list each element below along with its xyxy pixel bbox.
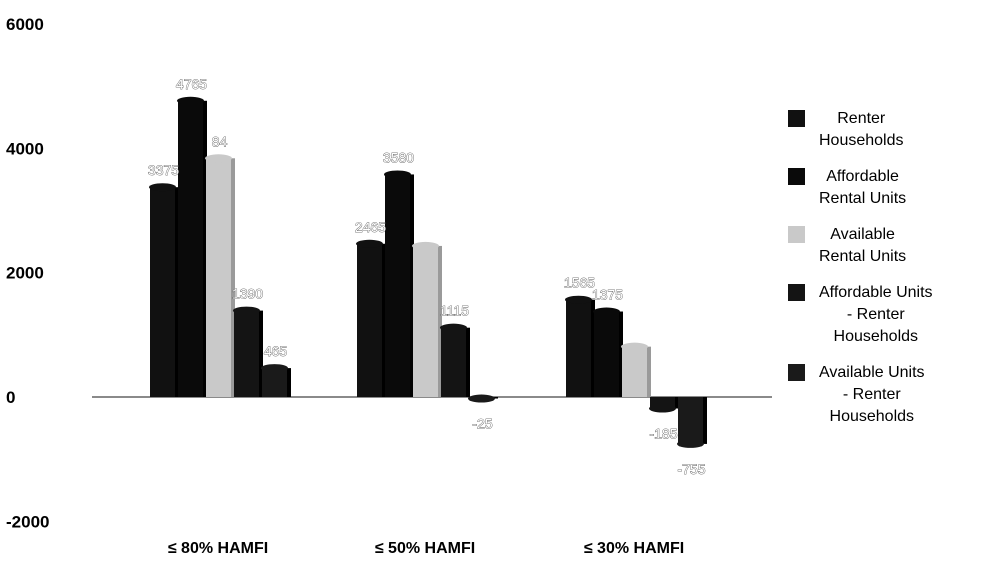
y-tick-label: 4000: [6, 139, 44, 158]
legend-label: Renter Households: [819, 110, 904, 149]
data-label: -25: [472, 416, 492, 432]
bar: [594, 311, 619, 397]
legend: Renter Households Affordable Rental Units…: [788, 108, 978, 442]
bar: [150, 187, 175, 397]
data-label: 1115: [440, 303, 469, 319]
data-label: 2465: [355, 219, 386, 235]
bar: [234, 310, 259, 397]
legend-item: Available Units - Renter Households: [788, 362, 978, 428]
x-axis: ≤ 80% HAMFI ≤ 50% HAMFI ≤ 30% HAMFI: [168, 540, 684, 557]
data-label: 3580: [383, 149, 414, 165]
bar-cap: [621, 342, 648, 351]
bar-side: [380, 243, 386, 397]
y-tick-label: 0: [6, 388, 15, 407]
data-label: 4765: [176, 76, 207, 92]
bar: [178, 100, 203, 398]
bar: [678, 397, 703, 444]
bar-side: [436, 245, 442, 397]
bar-side: [173, 187, 179, 397]
x-tick-label: ≤ 50% HAMFI: [375, 540, 475, 557]
bar-side: [464, 327, 470, 397]
bar: [650, 397, 675, 409]
bar-cap: [356, 239, 383, 248]
bar: [206, 158, 231, 397]
bar-side: [492, 397, 498, 399]
legend-label: Available Rental Units: [819, 226, 907, 265]
y-axis: 6000 4000 2000 0 -2000: [6, 15, 49, 531]
bar-side: [201, 100, 207, 398]
bar-cap: [261, 364, 288, 373]
legend-label: Affordable Rental Units: [819, 168, 907, 207]
legend-item: Affordable Rental Units: [788, 166, 978, 210]
bar-cap: [565, 295, 592, 304]
bar-cap: [177, 96, 204, 105]
legend-swatch: [788, 226, 805, 243]
bar-cap: [677, 439, 704, 448]
bar-side: [673, 397, 679, 409]
y-tick-label: -2000: [6, 512, 49, 531]
data-label: 84: [212, 133, 228, 149]
data-label: 1375: [592, 287, 623, 303]
bar: [385, 174, 410, 397]
bar-cap: [205, 154, 232, 163]
bar: [413, 245, 438, 397]
legend-item: Renter Households: [788, 108, 978, 152]
legend-item: Affordable Units - Renter Households: [788, 282, 978, 348]
bar-cap: [649, 404, 676, 413]
y-tick-label: 2000: [6, 264, 44, 283]
bar-side: [589, 299, 595, 397]
data-labels: 3375 4765 84 1390 465 2465 3580 1115 -25 15651375…: [148, 75, 707, 477]
legend-swatch: [788, 110, 805, 127]
data-label: -185: [649, 426, 677, 442]
bar: [262, 368, 287, 397]
legend-swatch: [788, 364, 805, 381]
data-label: 1390: [232, 286, 263, 302]
bar-cap: [468, 394, 495, 403]
legend-label: Available Units - Renter Households: [819, 364, 925, 425]
bar-cap: [384, 170, 411, 179]
bar-side: [285, 368, 291, 397]
bar-cap: [593, 307, 620, 316]
bar-side: [408, 174, 414, 397]
bar: [357, 243, 382, 397]
legend-swatch: [788, 284, 805, 301]
bar-cap: [412, 241, 439, 250]
bar-side: [257, 310, 263, 397]
bar-cap: [149, 183, 176, 192]
y-tick-label: 6000: [6, 15, 44, 34]
data-label: 1565: [564, 275, 595, 291]
x-tick-label: ≤ 80% HAMFI: [168, 540, 268, 557]
legend-item: Available Rental Units: [788, 224, 978, 268]
bar-cap: [440, 323, 467, 332]
bar-side: [229, 158, 235, 397]
data-label: -755: [677, 461, 705, 477]
x-tick-label: ≤ 30% HAMFI: [584, 540, 684, 557]
data-label: 3375: [148, 162, 179, 178]
bar-cap: [233, 306, 260, 315]
bar-side: [645, 346, 651, 397]
bar: [622, 346, 647, 397]
legend-swatch: [788, 168, 805, 185]
bar-side: [701, 397, 707, 444]
bar: [566, 299, 591, 397]
legend-label: Affordable Units - Renter Households: [819, 284, 933, 345]
bars: [149, 96, 707, 448]
bar-side: [617, 311, 623, 397]
data-label: 465: [264, 343, 288, 359]
bar: [441, 327, 466, 397]
